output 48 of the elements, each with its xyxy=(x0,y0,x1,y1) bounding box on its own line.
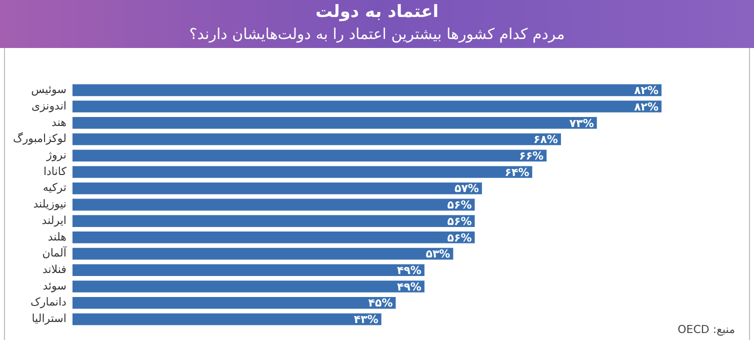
bar xyxy=(72,133,561,146)
bar xyxy=(72,280,424,292)
chart-subtitle: مردم کدام کشورها بیشترین اعتماد را به دولت‌هایشان دارند؟ xyxy=(188,24,566,45)
data-label: ۸۲% xyxy=(634,84,659,98)
bar xyxy=(72,215,475,227)
bar xyxy=(72,182,482,194)
bar xyxy=(72,313,382,326)
y-tick-label: دانمارک xyxy=(30,296,67,309)
y-tick-label: نیوزیلند xyxy=(33,198,66,211)
y-tick-label: اندونزی xyxy=(31,99,66,112)
bar xyxy=(72,150,547,162)
y-tick-label: استرالیا xyxy=(32,312,66,326)
y-tick-label: کانادا xyxy=(43,164,68,178)
y-tick-label: سوئیس xyxy=(31,83,66,96)
bar xyxy=(72,84,662,96)
data-label: ۶۴% xyxy=(504,166,530,179)
y-tick-label: آلمان xyxy=(42,246,68,260)
data-label: ۵۷% xyxy=(454,182,479,196)
bar xyxy=(72,248,454,260)
data-label: ۴۹% xyxy=(397,280,422,294)
y-tick-label: ترکیه xyxy=(42,181,66,194)
bar xyxy=(72,100,662,112)
bar xyxy=(72,264,424,276)
data-label: ۴۹% xyxy=(397,264,422,277)
text: منبع: OECD xyxy=(678,323,735,336)
data-label: ۵۶% xyxy=(447,231,472,244)
bar xyxy=(72,166,532,178)
bar xyxy=(72,117,597,129)
bar xyxy=(72,232,475,244)
bar xyxy=(72,296,396,309)
data-label: ۸۲% xyxy=(634,100,659,114)
y-tick-label: هلند xyxy=(48,230,67,244)
y-tick-label: فنلاند xyxy=(42,263,66,276)
data-label: ۴۳% xyxy=(354,313,378,326)
y-tick-label: لوکزامبورگ xyxy=(12,132,66,146)
data-label: ۶۸% xyxy=(534,133,558,146)
data-label: ۴۵% xyxy=(368,296,393,310)
y-tick-label: سوئد xyxy=(42,279,66,292)
data-label: ۷۳% xyxy=(569,116,594,130)
y-tick-label: نروژ xyxy=(46,148,66,162)
data-label: ۵۳% xyxy=(426,248,450,261)
bar xyxy=(72,198,475,211)
data-label: ۵۶% xyxy=(447,214,472,228)
chart-title: اعتماد به دولت xyxy=(314,1,440,23)
data-label: ۶۶% xyxy=(519,149,544,162)
data-label: ۵۶% xyxy=(447,198,472,212)
y-tick-label: ایرلند xyxy=(42,214,66,227)
y-tick-label: هند xyxy=(52,116,67,129)
